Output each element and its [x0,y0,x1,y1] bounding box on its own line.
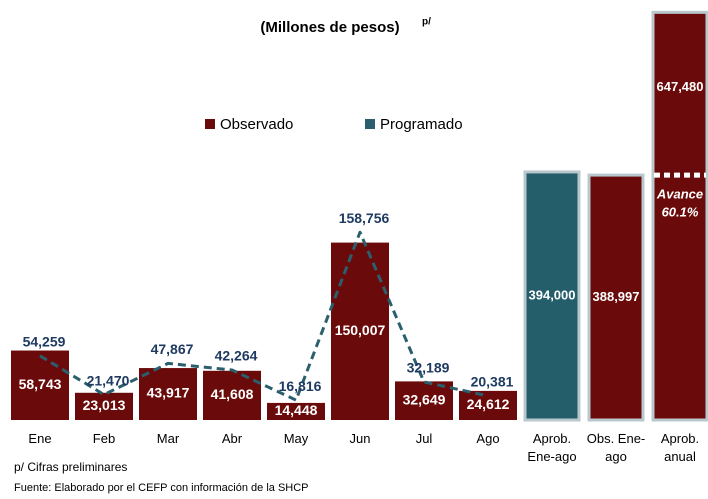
line-value-label: 47,867 [151,341,194,357]
bar-value-label: 58,743 [19,376,62,392]
title-superscript: p/ [422,17,431,28]
bar [651,10,708,422]
bar [139,368,197,420]
legend-swatch [365,119,375,129]
bar-value-label: 41,608 [211,386,254,402]
x-tick-label: Mar [157,431,180,446]
bar-value-label: 32,649 [403,391,446,407]
bar-value-label: 388,997 [593,289,640,304]
bar [523,170,581,422]
bar-value-label: 24,612 [467,396,510,412]
bar [587,173,645,422]
bar-value-label: 394,000 [529,287,576,302]
footnote: p/ Cifras preliminares [14,460,127,474]
line-value-label: 20,381 [471,374,514,390]
annotation: Avance [656,187,703,202]
footnote: Fuente: Elaborado por el CEFP con inform… [14,482,309,494]
annotation: 60.1% [662,205,699,220]
legend-label: Observado [220,116,293,133]
x-tick-label: Jun [350,431,371,446]
line-value-label: 32,189 [407,360,450,376]
legend-swatch [205,119,215,129]
bar-value-label: 23,013 [83,397,126,413]
bar-value-label: 647,480 [657,79,704,94]
x-tick-label: Obs. Ene-ago [587,431,646,464]
bar [331,242,389,420]
line-value-label: 16,816 [279,378,322,394]
x-tick-label: Abr [222,431,243,446]
line-value-label: 42,264 [215,348,258,364]
x-tick-label: Ago [476,431,499,446]
line-value-label: 54,259 [23,334,66,350]
x-tick-label: Aprob. Ene-ago [527,431,576,464]
x-tick-label: Jul [416,431,433,446]
bar-value-label: 150,007 [335,322,386,338]
legend-label: Programado [380,116,463,133]
line-value-label: 158,756 [339,210,390,226]
bar [267,402,325,420]
x-tick-label: Aprob. anual [661,431,699,464]
chart-title: (Millones de pesos) [260,19,399,36]
bar-value-label: 14,448 [275,402,318,418]
bar [203,370,261,420]
bar-value-label: 43,917 [147,385,190,401]
x-tick-label: Ene [28,431,51,446]
x-tick-label: Feb [93,431,115,446]
bar [75,392,133,420]
line-value-label: 21,470 [87,372,130,388]
bar [395,381,453,420]
bar [11,350,69,420]
x-tick-label: May [284,431,309,446]
